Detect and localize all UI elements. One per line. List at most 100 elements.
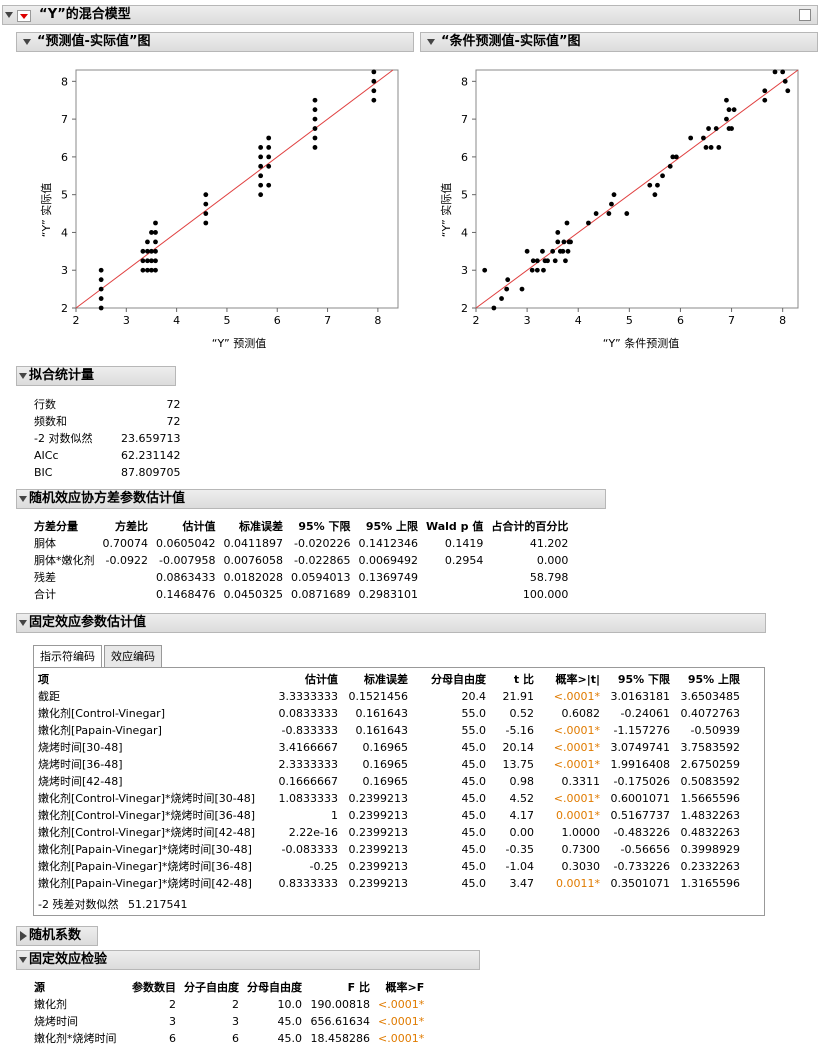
data-point[interactable] — [98, 277, 104, 283]
data-point[interactable] — [524, 248, 530, 254]
fit-stats-header[interactable]: 拟合统计量 — [16, 366, 176, 386]
data-point[interactable] — [529, 267, 535, 273]
data-point[interactable] — [519, 286, 525, 292]
data-point[interactable] — [153, 258, 158, 264]
data-point[interactable] — [312, 107, 318, 113]
data-point[interactable] — [145, 258, 150, 264]
data-point[interactable] — [98, 286, 104, 292]
data-point[interactable] — [729, 126, 734, 131]
pin-icon[interactable] — [799, 9, 811, 21]
data-point[interactable] — [371, 78, 377, 84]
data-point[interactable] — [312, 126, 318, 131]
data-point[interactable] — [609, 201, 614, 207]
data-point[interactable] — [552, 258, 558, 264]
conditional-actual-by-predicted-plot[interactable]: “Y” 实际值 “Y” 条件预测值 2 3 4 5 6 7 8 2 3 4 5 6 7 8 — [436, 60, 811, 355]
data-point[interactable] — [203, 220, 209, 226]
data-point[interactable] — [203, 192, 209, 198]
data-point[interactable] — [716, 145, 722, 150]
data-point[interactable] — [140, 267, 146, 273]
data-point[interactable] — [703, 145, 709, 150]
data-point[interactable] — [312, 135, 318, 141]
data-point[interactable] — [726, 107, 732, 113]
data-point[interactable] — [534, 258, 540, 264]
data-point[interactable] — [153, 239, 158, 245]
data-point[interactable] — [505, 277, 511, 283]
data-point[interactable] — [153, 248, 158, 254]
collapse-triangle-icon[interactable] — [19, 373, 27, 379]
tab-effect-coding[interactable]: 效应编码 — [104, 645, 162, 667]
data-point[interactable] — [555, 239, 561, 245]
data-point[interactable] — [647, 182, 653, 188]
data-point[interactable] — [203, 201, 209, 207]
plot1-header[interactable]: “预测值-实际值”图 — [16, 32, 414, 52]
data-point[interactable] — [504, 286, 510, 292]
data-point[interactable] — [731, 107, 737, 113]
data-point[interactable] — [688, 135, 694, 141]
data-point[interactable] — [586, 220, 591, 226]
data-point[interactable] — [565, 248, 571, 254]
data-point[interactable] — [145, 248, 150, 254]
data-point[interactable] — [673, 154, 679, 160]
plot2-header[interactable]: “条件预测值-实际值”图 — [420, 32, 818, 52]
data-point[interactable] — [708, 145, 714, 150]
collapse-triangle-icon[interactable] — [19, 620, 27, 626]
data-point[interactable] — [153, 220, 158, 226]
data-point[interactable] — [713, 126, 719, 131]
data-point[interactable] — [153, 230, 158, 235]
red-triangle-menu-icon[interactable] — [17, 10, 31, 22]
data-point[interactable] — [706, 126, 711, 131]
data-point[interactable] — [611, 192, 617, 198]
data-point[interactable] — [266, 135, 272, 141]
data-point[interactable] — [312, 116, 318, 122]
data-point[interactable] — [140, 258, 146, 264]
data-point[interactable] — [203, 211, 209, 216]
data-point[interactable] — [652, 192, 658, 198]
data-point[interactable] — [258, 173, 264, 179]
data-point[interactable] — [149, 267, 154, 273]
data-point[interactable] — [266, 182, 272, 188]
cov-params-header[interactable]: 随机效应协方差参数估计值 — [16, 489, 606, 509]
data-point[interactable] — [258, 192, 264, 198]
data-point[interactable] — [762, 97, 768, 103]
data-point[interactable] — [560, 248, 566, 254]
data-point[interactable] — [555, 230, 561, 235]
data-point[interactable] — [701, 135, 706, 141]
data-point[interactable] — [780, 69, 786, 75]
random-coef-header[interactable]: 随机系数 — [16, 926, 98, 946]
data-point[interactable] — [530, 258, 536, 264]
collapse-triangle-icon[interactable] — [5, 12, 13, 18]
data-point[interactable] — [606, 211, 612, 216]
data-point[interactable] — [667, 163, 673, 169]
data-point[interactable] — [762, 88, 768, 94]
data-point[interactable] — [655, 182, 660, 188]
data-point[interactable] — [563, 258, 568, 264]
data-point[interactable] — [149, 258, 154, 264]
data-point[interactable] — [724, 97, 729, 103]
data-point[interactable] — [785, 88, 791, 94]
data-point[interactable] — [145, 239, 150, 245]
data-point[interactable] — [266, 154, 272, 160]
data-point[interactable] — [772, 69, 778, 75]
data-point[interactable] — [541, 267, 546, 273]
expand-triangle-icon[interactable] — [20, 931, 27, 941]
data-point[interactable] — [258, 145, 264, 150]
data-point[interactable] — [670, 154, 676, 160]
data-point[interactable] — [593, 211, 599, 216]
data-point[interactable] — [145, 267, 150, 273]
data-point[interactable] — [550, 248, 556, 254]
data-point[interactable] — [482, 267, 488, 273]
collapse-triangle-icon[interactable] — [23, 39, 31, 45]
data-point[interactable] — [258, 154, 264, 160]
data-point[interactable] — [312, 97, 318, 103]
data-point[interactable] — [258, 163, 264, 169]
data-point[interactable] — [266, 163, 272, 169]
data-point[interactable] — [545, 258, 550, 264]
data-point[interactable] — [266, 145, 272, 150]
data-point[interactable] — [491, 305, 497, 311]
data-point[interactable] — [98, 296, 104, 301]
data-point[interactable] — [140, 248, 146, 254]
data-point[interactable] — [568, 239, 573, 245]
data-point[interactable] — [153, 267, 158, 273]
data-point[interactable] — [660, 173, 665, 179]
data-point[interactable] — [258, 182, 264, 188]
